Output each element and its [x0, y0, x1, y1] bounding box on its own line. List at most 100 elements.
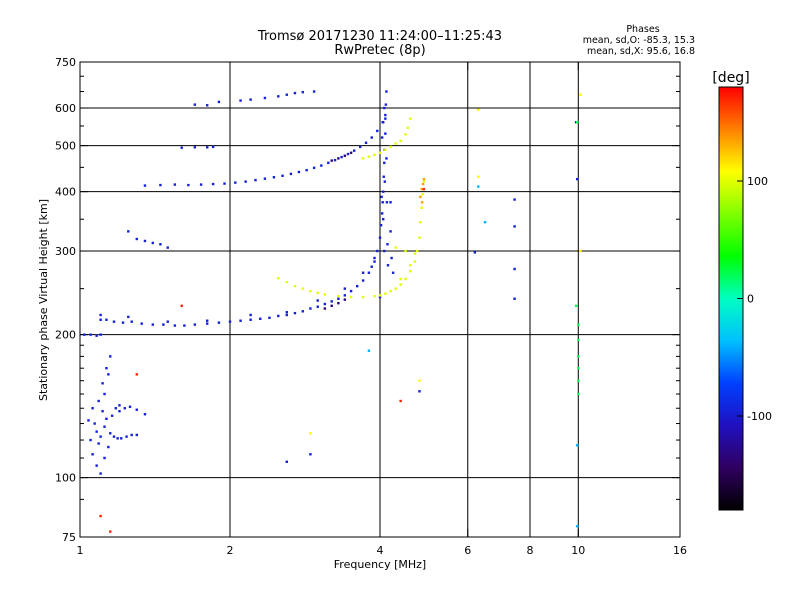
data-point — [285, 313, 288, 317]
data-point — [337, 157, 340, 160]
data-point — [389, 145, 392, 149]
data-point — [386, 243, 389, 246]
data-point — [422, 177, 426, 181]
data-point — [349, 151, 353, 154]
data-point — [187, 183, 190, 187]
y-tick-label: 100 — [55, 472, 76, 485]
chart-subtitle: RwPretec (8p) — [334, 43, 425, 58]
data-point — [343, 298, 347, 301]
data-point — [135, 373, 138, 376]
data-point — [373, 260, 376, 263]
data-point — [285, 93, 288, 96]
data-point — [223, 182, 226, 185]
data-point — [217, 321, 221, 324]
x-tick-labels: 1 2 4 6 8 10 16 — [77, 544, 688, 557]
data-point — [99, 333, 102, 336]
data-point — [130, 433, 133, 437]
data-point — [370, 136, 373, 139]
data-point — [576, 525, 579, 528]
data-point — [320, 164, 323, 167]
data-point — [309, 289, 312, 293]
data-point — [349, 295, 353, 299]
data-point — [151, 323, 155, 326]
data-point — [367, 349, 371, 352]
data-point — [127, 315, 130, 319]
data-point — [422, 187, 426, 191]
data-point — [293, 311, 297, 315]
data-point — [112, 320, 116, 323]
data-point — [272, 176, 276, 179]
data-point — [367, 155, 371, 158]
data-point — [99, 318, 102, 321]
data-point — [135, 433, 138, 437]
data-point — [577, 392, 580, 396]
data-point — [105, 318, 108, 321]
data-point — [390, 256, 393, 260]
y-tick-label: 750 — [55, 56, 76, 69]
data-point — [127, 230, 130, 233]
data-point — [301, 287, 305, 290]
data-point — [107, 373, 110, 376]
data-point — [206, 322, 209, 325]
data-point — [125, 435, 128, 438]
data-point — [394, 246, 397, 249]
data-point — [409, 117, 412, 120]
data-point — [277, 314, 280, 318]
data-point — [337, 295, 340, 298]
data-point — [513, 225, 516, 228]
data-point — [383, 106, 386, 110]
data-point — [391, 271, 395, 274]
data-point — [404, 249, 407, 253]
data-point — [577, 355, 580, 358]
x-tick-label: 6 — [464, 544, 471, 557]
data-point — [123, 407, 126, 410]
data-point — [384, 113, 387, 117]
data-point — [378, 151, 382, 154]
data-point — [193, 323, 197, 326]
data-point — [206, 104, 209, 107]
data-point — [89, 438, 92, 442]
data-point — [383, 161, 386, 165]
data-point — [361, 279, 365, 282]
data-point — [173, 324, 177, 327]
data-point — [382, 218, 385, 221]
data-point — [116, 437, 119, 440]
data-point — [337, 301, 340, 305]
stats-x-line: mean, sd,X: 95.6, 16.8 — [587, 46, 695, 57]
data-point — [180, 304, 183, 308]
data-point — [173, 183, 177, 186]
data-point — [367, 271, 371, 274]
data-point — [383, 249, 386, 253]
data-point — [135, 237, 138, 241]
data-point — [130, 320, 133, 323]
data-point — [89, 333, 92, 336]
x-tick-label: 2 — [227, 544, 234, 557]
data-point — [166, 246, 169, 249]
chart-title: Tromsø 20171230 11:24:00–11:25:43 — [257, 29, 502, 44]
data-point — [373, 153, 376, 157]
data-point — [143, 184, 147, 187]
data-point — [95, 464, 98, 467]
data-point — [421, 193, 424, 196]
data-point — [234, 181, 237, 184]
data-point — [389, 289, 392, 293]
data-point — [361, 295, 365, 299]
data-point — [183, 324, 186, 327]
data-point — [159, 243, 162, 246]
data-point — [249, 318, 252, 321]
data-point — [364, 141, 368, 144]
data-point — [576, 177, 579, 181]
data-point — [316, 291, 319, 294]
data-point — [380, 212, 384, 215]
data-point — [323, 307, 327, 310]
stats-o-line: mean, sd,O: -85.3, 15.3 — [583, 35, 695, 46]
data-point — [422, 180, 426, 183]
data-point — [385, 201, 389, 204]
data-point — [112, 435, 116, 438]
colorbar-ticks: 100 0 -100 — [737, 175, 772, 423]
data-point — [87, 419, 90, 422]
data-point — [293, 91, 297, 95]
data-point — [107, 445, 110, 449]
data-point — [473, 251, 477, 254]
data-point — [327, 161, 330, 165]
